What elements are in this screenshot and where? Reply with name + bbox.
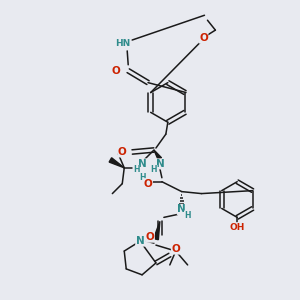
Text: N: N [155,159,164,169]
Text: N: N [136,236,145,246]
Polygon shape [154,221,160,240]
Text: O: O [146,232,154,242]
Text: H: H [151,165,157,174]
Text: H: H [139,173,145,182]
Text: O: O [118,147,127,157]
Polygon shape [154,150,162,160]
Text: O: O [199,33,208,43]
Text: N: N [138,159,146,169]
Text: O: O [112,66,121,76]
Text: H: H [184,211,191,220]
Text: O: O [171,244,180,254]
Text: O: O [144,179,152,189]
Text: OH: OH [230,223,245,232]
Text: N: N [177,204,186,214]
Polygon shape [109,158,124,168]
Text: H: H [133,165,140,174]
Text: HN: HN [115,38,130,47]
